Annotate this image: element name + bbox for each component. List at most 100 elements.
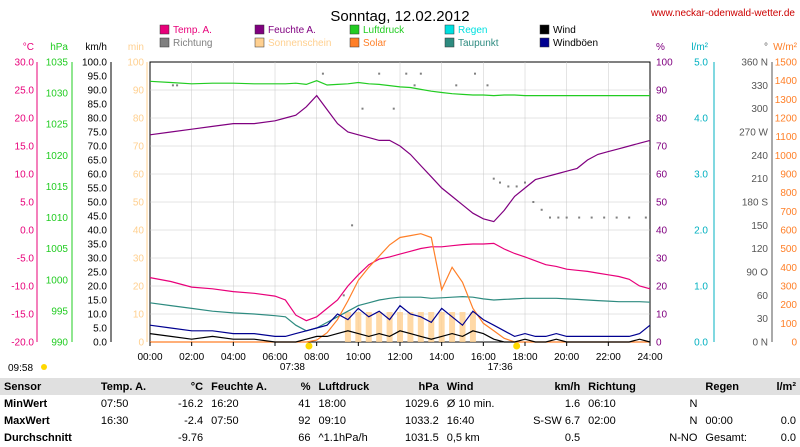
stats-cell: 66: [298, 431, 311, 444]
direction-point: [455, 84, 458, 87]
axis-tick-label: 100: [127, 58, 144, 69]
direction-point: [565, 216, 568, 219]
axis-tick-label: 10: [656, 310, 668, 321]
axis-tick-label: 40.0: [88, 226, 108, 237]
axis-tick-label: 95.0: [88, 72, 108, 83]
stats-cell: MaxWert: [4, 414, 50, 427]
axis-tick-label: 1300: [775, 95, 798, 106]
legend-label: Regen: [458, 25, 487, 36]
legend-swatch: [159, 24, 170, 35]
chart-axes: 30.0 25.0 20.0 15.0 10.0 5.0 0.0 -5.0 -10.0 -15.0…: [11, 42, 797, 349]
stats-row-min: MinWert 07:50 -16.2 16:20 41 18:00 1029.…: [0, 395, 800, 412]
stats-header-cell: Regen: [701, 378, 765, 395]
axis-tick-label: 10: [133, 310, 145, 321]
direction-point: [321, 72, 324, 75]
direction-point: [524, 181, 526, 184]
direction-point: [549, 216, 551, 219]
stats-cell: 1.6: [564, 397, 581, 410]
stats-cell: Durchschnitt: [4, 431, 72, 444]
stats-cell: [207, 429, 289, 446]
stats-cell: 16:40: [446, 414, 475, 427]
stats-cell: -9.76: [178, 431, 204, 444]
x-tick-label: 18:00: [512, 352, 537, 363]
stats-header-cell: Sensor: [0, 378, 97, 395]
x-tick-label: 02:00: [179, 352, 204, 363]
direction-point: [603, 216, 606, 219]
sunshine-bar: [365, 312, 372, 342]
site-url[interactable]: www.neckar-odenwald-wetter.de: [650, 8, 795, 19]
series-lines: [149, 80, 651, 343]
axis-tick-label: 400: [780, 263, 797, 274]
stats-cell: 0.5: [564, 431, 581, 444]
axis-tick-label: -10.0: [11, 282, 34, 293]
sunshine-bar: [397, 312, 403, 342]
legend-label: Richtung: [173, 38, 212, 49]
axis-unit-label: l/m²: [691, 42, 708, 53]
stats-header-row: Sensor Temp. A. °C Feuchte A. % Luftdruc…: [0, 378, 800, 395]
axis-tick-label: 300: [751, 104, 768, 115]
axis-tick-label: 1020: [46, 151, 69, 162]
sunshine-bar: [344, 312, 351, 342]
axis-tick-label: 5.0: [20, 198, 34, 209]
direction-point: [615, 216, 618, 219]
direction-point: [540, 208, 543, 211]
axis-tick-label: 1010: [46, 213, 69, 224]
legend-label: Wind: [553, 25, 576, 36]
axis-tick-label: 15.0: [88, 296, 108, 307]
axis-tick-label: -15.0: [11, 310, 34, 321]
wind-direction-points: [171, 72, 647, 297]
axis-tick-label: 1015: [46, 182, 69, 193]
axis-tick-label: 0.0: [93, 338, 107, 349]
stats-cell: ^1.1hPa/h: [318, 431, 368, 444]
axis-tick-label: 2.0: [694, 226, 708, 237]
x-tick-label: 12:00: [387, 352, 412, 363]
stats-cell: [584, 429, 655, 446]
stats-cell: 1033.2: [405, 414, 439, 427]
axis-tick-label: 180 S: [742, 198, 768, 209]
axis-tick-label: 1000: [775, 151, 798, 162]
sunset-icon: [513, 342, 521, 350]
time-axis: 00:00 02:00 04:00 06:00 08:00 10:00 12:00 14:00…: [137, 342, 663, 363]
stats-cell: [701, 395, 764, 412]
axis-tick-label: 30: [757, 314, 769, 325]
axis-tick-label: 40: [133, 226, 145, 237]
direction-point: [644, 216, 647, 219]
legend-swatch: [444, 24, 455, 35]
axis-tick-label: 85.0: [88, 100, 108, 111]
legend-swatch: [159, 37, 170, 48]
sunshine-bar: [469, 312, 476, 342]
axis-tick-label: 1500: [775, 58, 798, 69]
axis-tick-label: 10.0: [15, 170, 35, 181]
axis-tick-label: 60: [133, 170, 145, 181]
weather-chart: Sonntag, 12.02.2012 www.neckar-odenwald-…: [8, 8, 798, 374]
stats-cell: S-SW 6.7: [533, 414, 581, 427]
axis-tick-label: 25.0: [88, 268, 108, 279]
stats-cell: -2.4: [184, 414, 204, 427]
axis-tick-label: 50.0: [88, 198, 108, 209]
stats-header-cell: °C: [164, 378, 208, 395]
axis-tick-label: 240: [751, 151, 768, 162]
stats-cell: [97, 429, 165, 446]
axis-tick-label: 100: [656, 58, 673, 69]
stats-cell: 16:30: [100, 414, 129, 427]
stats-header-cell: hPa: [389, 378, 443, 395]
legend-label: Temp. A.: [173, 25, 212, 36]
stats-header-cell: [655, 378, 702, 395]
chart-title: Sonntag, 12.02.2012: [330, 8, 469, 25]
axis-tick-label: 70: [656, 142, 668, 153]
direction-point: [486, 84, 489, 87]
axis-tick-label: -5.0: [17, 254, 35, 265]
axis-tick-label: 1025: [46, 120, 69, 131]
sun-markers: 07:38 17:36 09:58: [8, 342, 521, 374]
axis-tick-label: 995: [51, 306, 68, 317]
axis-tick-label: 150: [751, 221, 768, 232]
stats-cell: 41: [298, 397, 311, 410]
direction-point: [578, 216, 581, 219]
direction-point: [474, 72, 476, 75]
wind-line: [149, 330, 651, 343]
stats-cell: 16:20: [211, 397, 239, 410]
stats-cell: 1029.6: [405, 397, 439, 410]
axis-tick-label: 50: [656, 198, 668, 209]
x-tick-label: 06:00: [262, 352, 287, 363]
axis-tick-label: 1035: [46, 58, 69, 69]
